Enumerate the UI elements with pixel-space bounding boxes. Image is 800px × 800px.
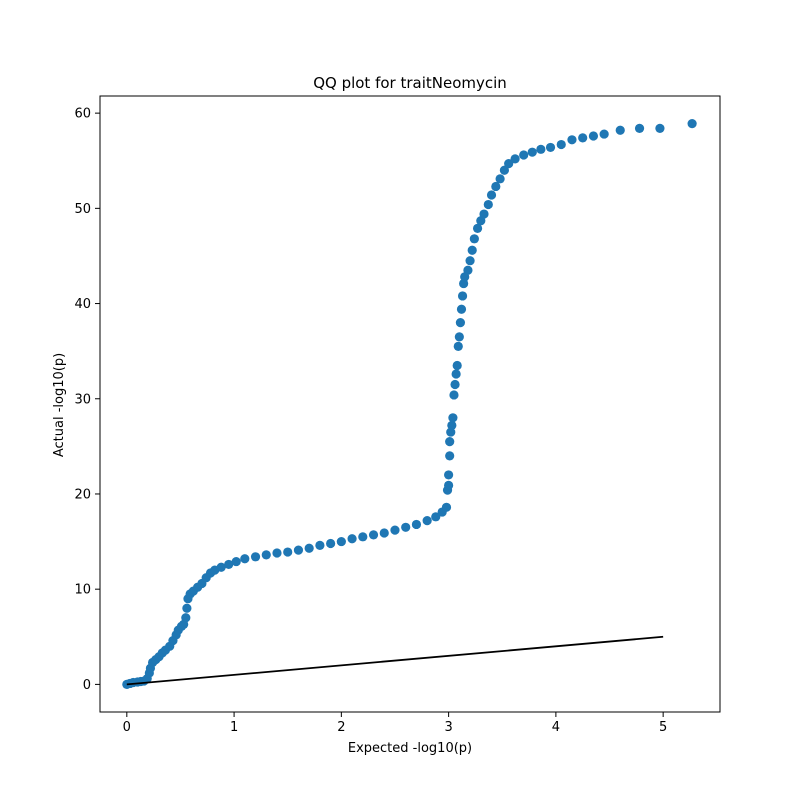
data-point [216, 562, 226, 572]
data-point [358, 532, 368, 542]
data-point [510, 154, 520, 164]
x-tick-label: 0 [123, 720, 131, 735]
x-tick-label: 5 [659, 720, 667, 735]
y-tick-label: 10 [74, 583, 91, 598]
data-point [467, 245, 477, 255]
data-point [447, 420, 457, 431]
data-point [687, 119, 697, 129]
data-point [634, 123, 645, 133]
plot-frame [99, 95, 721, 713]
data-point [463, 265, 473, 275]
chart-title: QQ plot for traitNeomycin [313, 74, 507, 92]
data-point [401, 522, 411, 532]
data-point [347, 534, 357, 544]
data-point [444, 480, 454, 491]
data-point [491, 181, 501, 192]
data-point [315, 540, 325, 550]
data-point [431, 512, 441, 522]
x-tick-label: 1 [230, 720, 238, 735]
data-point [441, 502, 452, 512]
data-point [445, 451, 455, 461]
data-point [283, 547, 293, 557]
data-point [469, 234, 479, 244]
y-tick-label: 40 [74, 297, 91, 312]
data-point [454, 332, 464, 342]
data-point [449, 390, 459, 400]
data-point [453, 341, 463, 351]
data-point [445, 437, 455, 447]
data-point [304, 543, 314, 553]
data-point [472, 223, 483, 233]
data-point [452, 360, 462, 371]
data-point [519, 150, 529, 160]
data-point [578, 133, 588, 143]
data-point [556, 139, 566, 150]
data-point [336, 536, 346, 547]
data-point [411, 519, 422, 530]
data-point [326, 538, 336, 549]
data-point [536, 144, 546, 154]
data-point [499, 165, 509, 175]
data-point [181, 613, 191, 623]
data-point [455, 317, 466, 328]
data-point [599, 129, 609, 139]
data-point [422, 516, 432, 526]
data-point [368, 530, 379, 540]
data-point [456, 304, 467, 314]
reference-line [126, 635, 664, 686]
data-point [182, 603, 192, 613]
x-tick-label: 4 [552, 720, 560, 735]
x-tick-label: 2 [337, 720, 345, 735]
data-point [272, 548, 282, 558]
data-point [479, 209, 489, 219]
y-axis-label: Actual -log10(p) [52, 353, 67, 457]
data-point [527, 147, 537, 157]
data-point [448, 413, 458, 423]
data-point [655, 123, 665, 133]
data-point [231, 556, 241, 567]
data-point [293, 545, 304, 555]
data-point [450, 379, 460, 390]
data-point [465, 256, 475, 266]
y-tick-label: 0 [83, 678, 91, 693]
data-point [483, 199, 493, 210]
data-point [451, 369, 461, 379]
y-tick-label: 50 [74, 202, 91, 217]
x-tick-label: 3 [444, 720, 452, 735]
data-point [615, 125, 625, 135]
data-point [444, 470, 454, 480]
data-point [504, 158, 514, 169]
data-point [567, 135, 577, 145]
data-point [545, 142, 556, 153]
data-point [379, 528, 389, 538]
data-point [495, 174, 505, 184]
data-point [486, 190, 497, 200]
data-point [390, 525, 400, 535]
data-point [588, 131, 599, 141]
y-tick-label: 20 [74, 487, 91, 502]
y-tick-label: 60 [74, 107, 91, 122]
data-point [250, 552, 261, 562]
y-tick-label: 30 [74, 392, 91, 407]
data-point [240, 554, 250, 564]
data-point [457, 291, 468, 301]
data-point [224, 559, 234, 570]
x-axis-label: Expected -log10(p) [348, 741, 472, 756]
data-point [261, 550, 271, 560]
